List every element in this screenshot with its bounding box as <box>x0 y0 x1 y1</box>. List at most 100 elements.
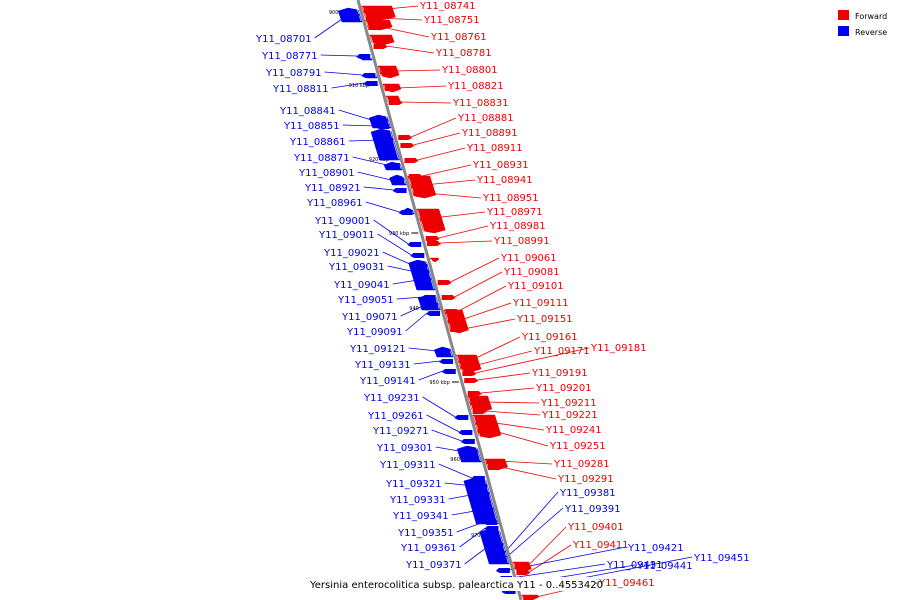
reverse-gene-label: Y11_09391 <box>564 504 621 515</box>
reverse-label-link <box>363 186 394 191</box>
forward-gene-arrow <box>368 25 383 30</box>
reverse-gene-label: Y11_09331 <box>389 495 446 506</box>
forward-gene-label: Y11_08911 <box>466 143 523 154</box>
forward-gene-arrow <box>411 183 426 188</box>
forward-gene-label: Y11_08931 <box>472 160 529 171</box>
forward-label-link <box>529 544 572 573</box>
forward-gene-label: Y11_09151 <box>516 314 573 325</box>
forward-label-link <box>413 132 461 146</box>
forward-gene-labels: Y11_08741 Y11_08751 Y11_08761 Y11_08781 Y11_… <box>419 1 655 589</box>
forward-label-link <box>454 271 503 298</box>
forward-gene-label: Y11_09221 <box>541 410 598 421</box>
feature-highlight <box>370 35 374 45</box>
feature-highlight <box>430 258 433 262</box>
reverse-label-link <box>373 219 409 245</box>
reverse-gene-arrow <box>492 556 507 561</box>
forward-gene-label: Y11_08941 <box>476 175 533 186</box>
forward-feature-block <box>369 34 395 46</box>
forward-gene-label: Y11_09461 <box>598 578 655 589</box>
reverse-gene-arrow <box>356 54 371 59</box>
reverse-gene-label: Y11_09071 <box>341 312 398 323</box>
forward-gene-arrow <box>373 44 388 49</box>
forward-gene-arrow <box>404 158 419 163</box>
reverse-gene-arrow <box>470 476 485 481</box>
reverse-label-link <box>413 360 441 365</box>
reverse-gene-label: Y11_09451 <box>693 553 750 564</box>
forward-label-link <box>458 285 507 312</box>
forward-label-link <box>527 526 567 567</box>
reverse-label-link <box>459 527 486 548</box>
forward-label-link <box>381 26 430 38</box>
reverse-gene-label: Y11_08871 <box>293 153 350 164</box>
reverse-gene-label: Y11_09261 <box>367 411 424 422</box>
forward-gene-label: Y11_09061 <box>500 253 557 264</box>
forward-gene-arrow <box>460 364 475 369</box>
caption-background <box>305 577 595 591</box>
feature-highlight <box>434 295 440 310</box>
forward-label-link <box>488 421 545 431</box>
legend: Forward Reverse <box>838 10 887 37</box>
forward-gene-label: Y11_08781 <box>435 48 492 59</box>
reverse-gene-label: Y11_08921 <box>304 183 361 194</box>
reverse-label-link <box>338 109 375 122</box>
forward-label-link <box>393 69 441 72</box>
reverse-label-link <box>505 507 564 559</box>
forward-feature-block <box>416 208 446 234</box>
forward-gene-label: Y11_09401 <box>567 522 624 533</box>
reverse-gene-arrow <box>436 349 451 354</box>
reverse-label-link <box>408 347 438 352</box>
tick-label: 910 kbp <box>349 83 369 89</box>
reverse-gene-label: Y11_09131 <box>354 360 411 371</box>
forward-features <box>361 5 540 600</box>
reverse-label-link <box>324 71 363 76</box>
forward-gene-arrow <box>413 191 428 196</box>
reverse-gene-label: Y11_09271 <box>372 426 429 437</box>
reverse-gene-label: Y11_08861 <box>289 137 346 148</box>
reverse-label-link <box>342 124 377 127</box>
forward-gene-arrow <box>425 236 440 241</box>
forward-gene-label: Y11_08821 <box>447 81 504 92</box>
forward-gene-label: Y11_08881 <box>457 113 514 124</box>
forward-gene-arrow <box>472 409 487 414</box>
forward-label-link <box>475 347 590 374</box>
reverse-gene-arrow <box>421 295 436 300</box>
forward-gene-label: Y11_09081 <box>503 267 560 278</box>
reverse-gene-arrow <box>458 430 473 435</box>
reverse-gene-label: Y11_09341 <box>392 511 449 522</box>
reverse-label-link <box>357 171 391 181</box>
forward-label-link <box>460 302 512 321</box>
forward-gene-label: Y11_09191 <box>531 368 588 379</box>
reverse-gene-label: Y11_08851 <box>283 121 340 132</box>
reverse-gene-label: Y11_08901 <box>298 168 355 179</box>
forward-gene-arrow <box>408 174 423 179</box>
reverse-gene-arrow <box>484 526 499 531</box>
forward-label-link <box>485 410 541 416</box>
reverse-gene-label: Y11_09091 <box>346 327 403 338</box>
reverse-label-link <box>396 296 423 300</box>
forward-gene-label: Y11_09411 <box>572 540 629 551</box>
forward-gene-arrow <box>427 241 442 246</box>
tick-label: 920 kbp <box>369 157 389 163</box>
reverse-label-link <box>426 414 460 433</box>
forward-gene-label: Y11_08761 <box>430 32 487 43</box>
forward-gene-arrow <box>487 465 502 470</box>
forward-gene-arrow <box>486 459 501 464</box>
reverse-gene-label: Y11_09351 <box>397 528 454 539</box>
forward-label-link <box>401 101 452 104</box>
forward-gene-label: Y11_09101 <box>507 281 564 292</box>
reverse-gene-arrow <box>398 210 413 215</box>
reverse-gene-label: Y11_09361 <box>400 543 457 554</box>
reverse-gene-label: Y11_08841 <box>279 106 336 117</box>
tick-label: 940 kbp <box>409 306 429 312</box>
forward-gene-label: Y11_09251 <box>549 441 606 452</box>
forward-gene-arrow <box>450 327 465 332</box>
legend-forward-swatch <box>838 10 849 20</box>
reverse-gene-label: Y11_09431 <box>606 560 663 571</box>
reverse-gene-arrow <box>379 138 394 143</box>
reverse-gene-label: Y11_09021 <box>323 248 380 259</box>
reverse-gene-label: Y11_09141 <box>359 376 416 387</box>
forward-gene-arrow <box>398 135 413 140</box>
forward-gene-arrow <box>447 318 462 323</box>
forward-label-link <box>477 372 531 381</box>
